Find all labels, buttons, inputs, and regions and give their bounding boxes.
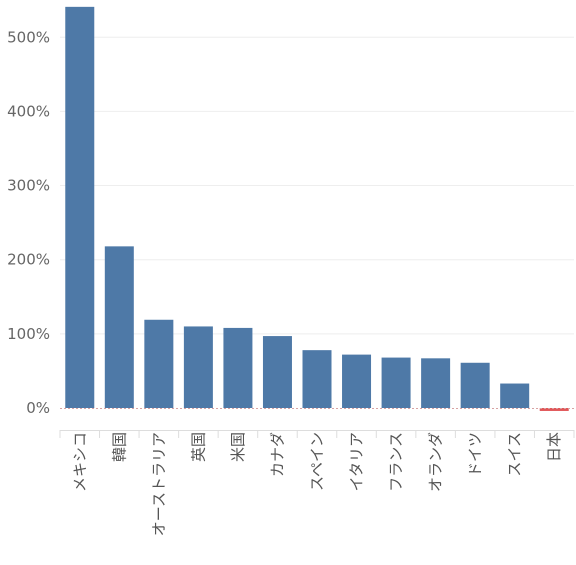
bar-8 <box>342 354 372 408</box>
x-tick-label: 日本 <box>545 432 563 462</box>
x-tick-label: スペイン <box>308 432 326 491</box>
y-axis-ticks: 0% 100% 200% 300% 400% 500% <box>7 28 50 417</box>
bar-9 <box>381 357 411 408</box>
y-tick-label: 100% <box>7 325 50 343</box>
bar-4 <box>183 326 213 408</box>
y-tick-label: 300% <box>7 177 50 195</box>
x-tick-label: メキシコ <box>71 432 89 492</box>
bar-5 <box>223 327 253 408</box>
bars <box>65 6 569 411</box>
x-tick-label: フランス <box>387 432 405 492</box>
y-tick-label: 0% <box>26 399 50 417</box>
bar-1 <box>65 6 95 408</box>
bar-12 <box>500 383 530 408</box>
x-tick-label: 韓国 <box>110 432 128 462</box>
bar-7 <box>302 350 332 408</box>
x-tick-label: カナダ <box>268 432 286 477</box>
x-tick-label: ドイツ <box>466 432 484 477</box>
bar-2 <box>104 246 134 408</box>
y-tick-label: 400% <box>7 102 50 120</box>
y-tick-label: 200% <box>7 251 50 269</box>
x-tick-label: 英国 <box>189 432 207 462</box>
bar-10 <box>421 358 451 408</box>
bar-3 <box>144 319 174 408</box>
x-tick-label: スイス <box>506 432 524 477</box>
x-tick-label: オランダ <box>427 432 445 492</box>
bar-11 <box>460 362 490 408</box>
bar-6 <box>262 336 292 408</box>
bar-13 <box>539 408 569 411</box>
x-tick-label: 米国 <box>229 432 247 462</box>
x-axis: メキシコ 韓国 オーストラリア 英国 米国 カナダ スペイン イタリア フランス オランダ ドイツ ス… <box>59 430 575 536</box>
x-tick-label: イタリア <box>348 432 366 491</box>
x-tick-label: オーストラリア <box>150 432 168 536</box>
y-tick-label: 500% <box>7 28 50 46</box>
gridlines <box>60 36 574 335</box>
